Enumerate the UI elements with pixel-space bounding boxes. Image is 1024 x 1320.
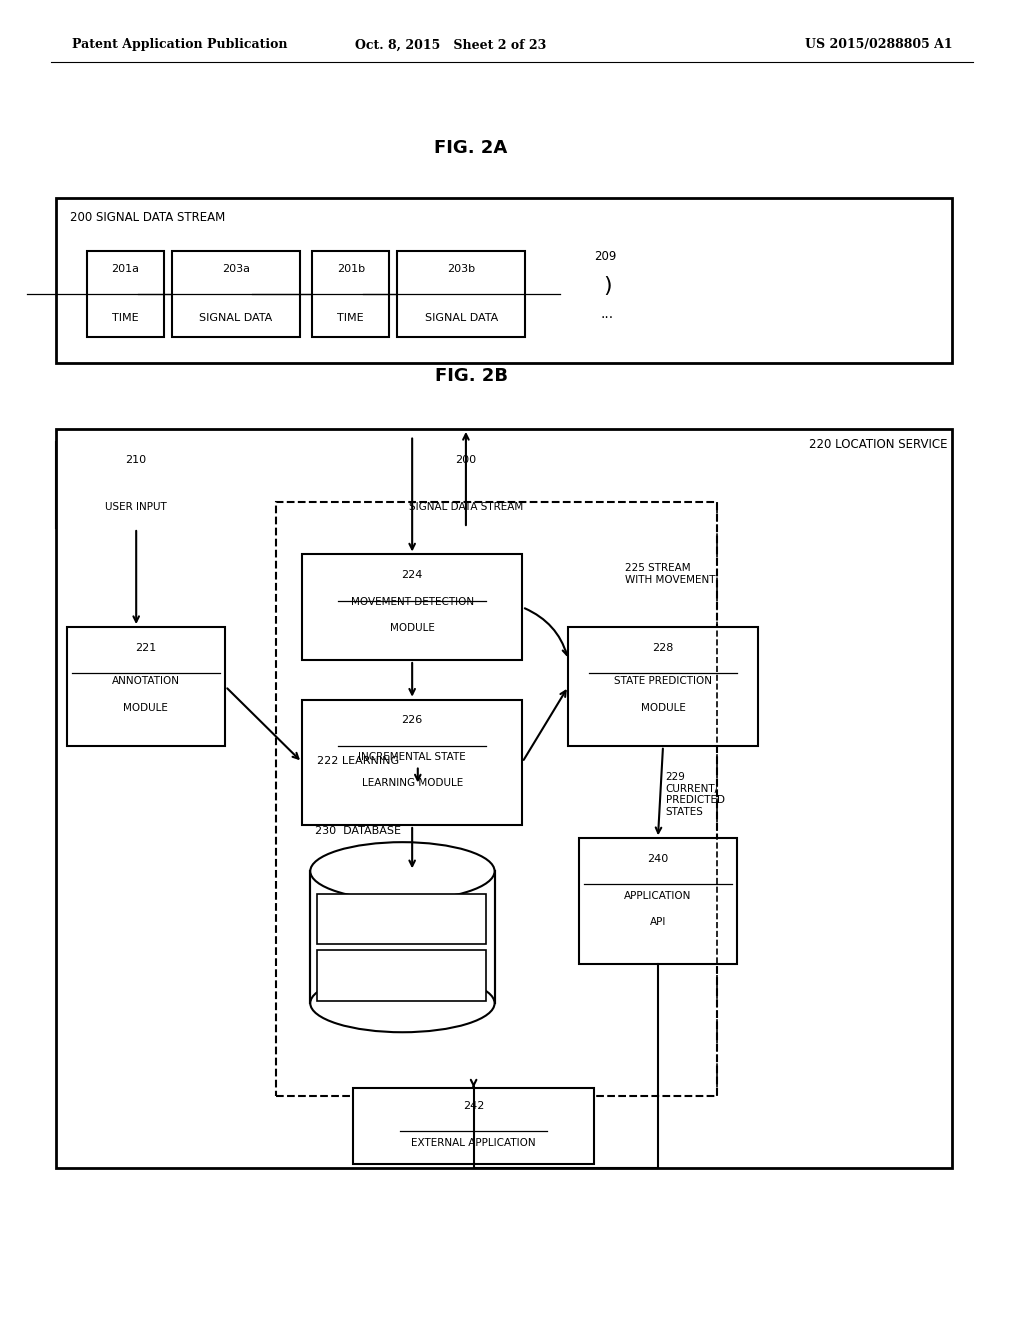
Text: 201a: 201a bbox=[112, 264, 139, 275]
Text: ): ) bbox=[603, 276, 611, 297]
Text: TIME: TIME bbox=[112, 313, 139, 323]
FancyBboxPatch shape bbox=[568, 627, 758, 746]
FancyBboxPatch shape bbox=[353, 1088, 594, 1164]
Text: 232 STATIONARY STATES: 232 STATIONARY STATES bbox=[338, 913, 466, 924]
Text: 200 SIGNAL DATA STREAM: 200 SIGNAL DATA STREAM bbox=[70, 211, 225, 224]
Text: 220 LOCATION SERVICE: 220 LOCATION SERVICE bbox=[809, 438, 947, 451]
Text: 228: 228 bbox=[652, 643, 674, 653]
Text: SIGNAL DATA STREAM: SIGNAL DATA STREAM bbox=[409, 502, 523, 512]
Text: FIG. 2B: FIG. 2B bbox=[434, 367, 508, 385]
Text: FIG. 2A: FIG. 2A bbox=[434, 139, 508, 157]
Text: 226: 226 bbox=[401, 715, 423, 726]
Text: 225 STREAM
WITH MOVEMENT: 225 STREAM WITH MOVEMENT bbox=[625, 564, 715, 585]
Text: 203b: 203b bbox=[447, 264, 475, 275]
Bar bbox=[310, 871, 495, 1003]
Text: MODULE: MODULE bbox=[641, 702, 685, 713]
Text: API: API bbox=[650, 917, 666, 927]
FancyBboxPatch shape bbox=[56, 198, 952, 363]
Text: MODULE: MODULE bbox=[124, 702, 168, 713]
FancyBboxPatch shape bbox=[56, 442, 215, 528]
Text: 201b: 201b bbox=[337, 264, 365, 275]
FancyBboxPatch shape bbox=[397, 251, 525, 337]
FancyBboxPatch shape bbox=[67, 627, 225, 746]
FancyBboxPatch shape bbox=[56, 429, 952, 1168]
Text: Oct. 8, 2015   Sheet 2 of 23: Oct. 8, 2015 Sheet 2 of 23 bbox=[355, 38, 546, 51]
Text: US 2015/0288805 A1: US 2015/0288805 A1 bbox=[805, 38, 952, 51]
FancyBboxPatch shape bbox=[302, 700, 522, 825]
Text: 224: 224 bbox=[401, 570, 423, 581]
Text: 209: 209 bbox=[594, 249, 616, 263]
Text: MOVEMENT DETECTION: MOVEMENT DETECTION bbox=[350, 597, 474, 607]
FancyBboxPatch shape bbox=[353, 442, 579, 528]
Text: 240: 240 bbox=[647, 854, 669, 865]
Ellipse shape bbox=[310, 974, 495, 1032]
Text: STATE PREDICTION: STATE PREDICTION bbox=[614, 676, 712, 686]
Text: USER INPUT: USER INPUT bbox=[104, 502, 167, 512]
FancyBboxPatch shape bbox=[276, 502, 717, 1096]
Text: Patent Application Publication: Patent Application Publication bbox=[72, 38, 287, 51]
Text: 229
CURRENT/
PREDICTED
STATES: 229 CURRENT/ PREDICTED STATES bbox=[666, 772, 725, 817]
Ellipse shape bbox=[310, 842, 495, 900]
Text: 210: 210 bbox=[125, 455, 146, 466]
FancyBboxPatch shape bbox=[172, 251, 300, 337]
Text: 200: 200 bbox=[456, 455, 476, 466]
Text: 242: 242 bbox=[463, 1101, 484, 1111]
Text: SIGNAL DATA: SIGNAL DATA bbox=[200, 313, 272, 323]
Text: TIME: TIME bbox=[337, 313, 365, 323]
Text: EXTERNAL APPLICATION: EXTERNAL APPLICATION bbox=[412, 1138, 536, 1148]
FancyBboxPatch shape bbox=[317, 894, 486, 944]
FancyBboxPatch shape bbox=[317, 950, 486, 1001]
Text: 234 TRANSITION STATES: 234 TRANSITION STATES bbox=[338, 970, 466, 981]
Text: SIGNAL DATA: SIGNAL DATA bbox=[425, 313, 498, 323]
FancyBboxPatch shape bbox=[87, 251, 164, 337]
FancyBboxPatch shape bbox=[302, 554, 522, 660]
Text: 222 LEARNING: 222 LEARNING bbox=[317, 755, 399, 766]
FancyBboxPatch shape bbox=[579, 838, 737, 964]
Text: 230  DATABASE: 230 DATABASE bbox=[315, 825, 401, 836]
Text: APPLICATION: APPLICATION bbox=[625, 891, 691, 900]
Text: 203a: 203a bbox=[222, 264, 250, 275]
Text: LEARNING MODULE: LEARNING MODULE bbox=[361, 779, 463, 788]
Text: MODULE: MODULE bbox=[390, 623, 434, 634]
FancyBboxPatch shape bbox=[312, 251, 389, 337]
Text: INCREMENTAL STATE: INCREMENTAL STATE bbox=[358, 752, 466, 762]
Text: ...: ... bbox=[601, 308, 613, 321]
Text: 221: 221 bbox=[135, 643, 157, 653]
Text: ANNOTATION: ANNOTATION bbox=[112, 676, 180, 686]
